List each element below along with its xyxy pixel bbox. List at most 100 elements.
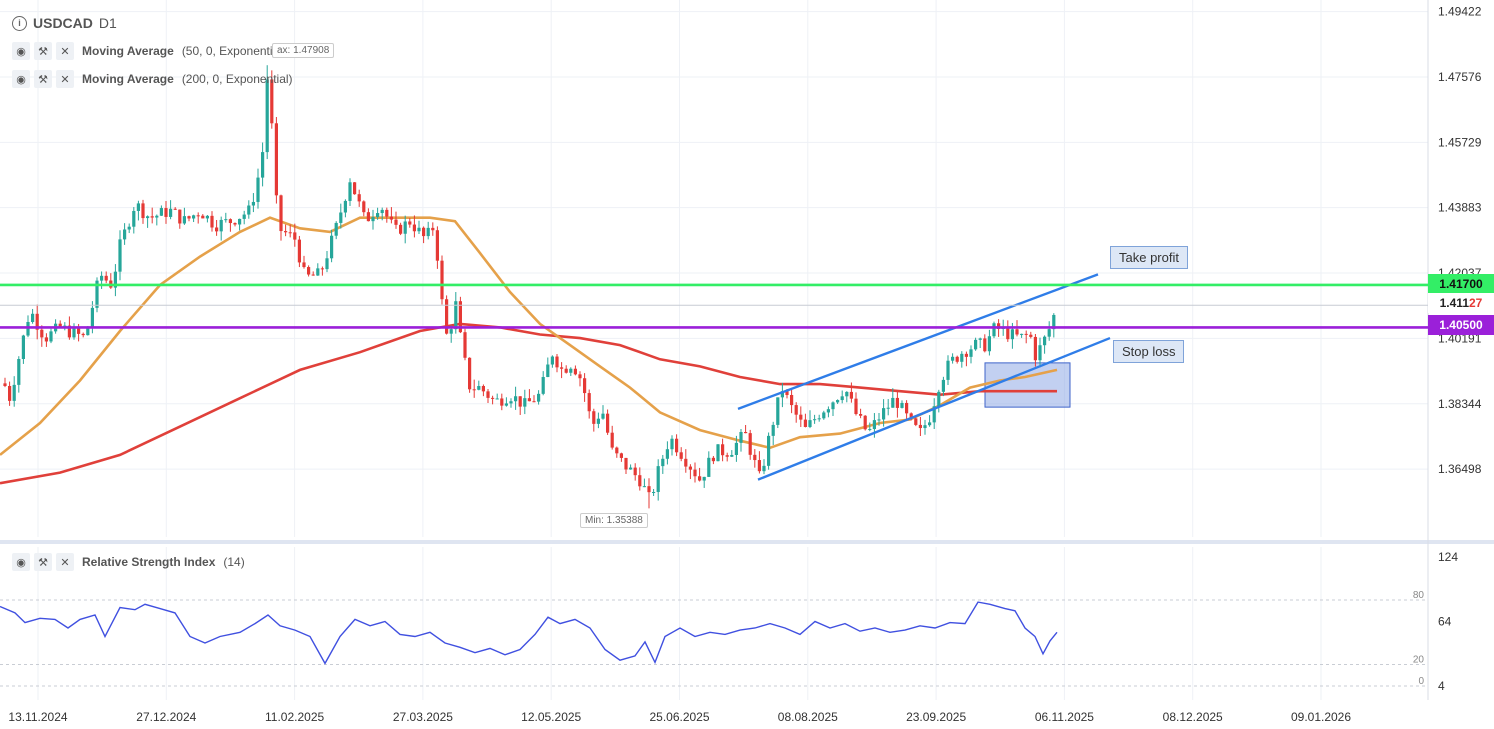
candle-body <box>353 182 357 195</box>
candle-body <box>785 391 789 395</box>
candle-body <box>136 203 140 211</box>
candle-body <box>173 208 177 210</box>
candle-body <box>711 457 715 462</box>
current-price-main: 1.411 <box>1439 296 1469 310</box>
candle-body <box>417 227 421 232</box>
rsi-axis-ticks: 124 64 4 80 20 0 <box>1413 550 1458 693</box>
candle-body <box>946 360 950 380</box>
candle-body <box>334 222 338 236</box>
rsi-tick-label: 64 <box>1438 615 1452 629</box>
candle-body <box>790 394 794 406</box>
candle-body <box>1024 333 1028 335</box>
candle-body <box>799 414 803 420</box>
candle-body <box>877 419 881 421</box>
indicator-row-rsi: ◉ ⚒ ✕ Relative Strength Index (14) <box>12 553 245 571</box>
channel-lower-line[interactable] <box>757 336 1111 481</box>
eye-icon[interactable]: ◉ <box>12 553 30 571</box>
close-icon[interactable]: ✕ <box>56 42 74 60</box>
candle-body <box>95 280 99 308</box>
candle-body <box>702 476 706 481</box>
candle-body <box>615 447 619 454</box>
candle-body <box>270 79 274 124</box>
price-tick-label: 1.45729 <box>1438 135 1482 149</box>
candle-body <box>670 438 674 450</box>
candle-body <box>35 313 39 330</box>
info-icon[interactable]: i <box>12 15 27 31</box>
candle-body <box>449 329 453 334</box>
candle-body <box>523 398 527 407</box>
candle-body <box>362 201 366 213</box>
candle-body <box>767 435 771 466</box>
candle-body <box>412 224 416 232</box>
rsi-guide-label: 80 <box>1413 590 1425 601</box>
time-tick-label: 08.08.2025 <box>778 710 838 724</box>
candle-body <box>302 262 306 268</box>
candle-body <box>905 402 909 414</box>
candle-body <box>716 444 720 462</box>
candle-body <box>997 323 1001 329</box>
take-profit-label[interactable]: Take profit <box>1110 246 1188 269</box>
main-grid <box>0 0 1428 537</box>
price-tick-label: 1.49422 <box>1438 5 1482 19</box>
candle-body <box>233 223 237 225</box>
eye-icon[interactable]: ◉ <box>12 42 30 60</box>
candle-body <box>403 221 407 234</box>
candle-body <box>316 268 320 276</box>
price-tick-label: 1.47576 <box>1438 70 1482 84</box>
price-axis-ticks: 1.494221.475761.457291.438831.420371.401… <box>1438 5 1482 476</box>
candle-body <box>757 460 761 472</box>
candle-body <box>652 491 656 493</box>
candle-body <box>12 384 16 401</box>
candle-body <box>587 393 591 412</box>
candle-body <box>325 258 329 270</box>
wrench-icon[interactable]: ⚒ <box>34 70 52 88</box>
candle-body <box>159 208 163 216</box>
time-tick-label: 27.03.2025 <box>393 710 453 724</box>
channel-upper-line[interactable] <box>737 273 1099 410</box>
indicator-params: (200, 0, Exponential) <box>181 72 293 86</box>
candle-body <box>514 396 518 402</box>
close-icon[interactable]: ✕ <box>56 553 74 571</box>
candle-body <box>978 338 982 340</box>
candle-body <box>744 431 748 434</box>
candle-body <box>90 307 94 327</box>
candle-body <box>753 454 757 461</box>
min-price-tooltip: Min: 1.35388 <box>580 513 648 528</box>
eye-icon[interactable]: ◉ <box>12 70 30 88</box>
candle-body <box>169 208 173 217</box>
candle-body <box>596 418 600 424</box>
candle-body <box>500 398 504 406</box>
candle-body <box>868 429 872 431</box>
candle-body <box>734 442 738 455</box>
candle-body <box>371 217 375 222</box>
candle-body <box>872 420 876 430</box>
time-tick-label: 27.12.2024 <box>136 710 196 724</box>
candle-body <box>675 438 679 453</box>
candle-body <box>1047 329 1051 337</box>
close-icon[interactable]: ✕ <box>56 70 74 88</box>
candle-body <box>256 177 260 202</box>
candle-body <box>228 219 232 224</box>
candle-body <box>822 412 826 419</box>
candle-body <box>895 397 899 408</box>
candle-body <box>219 219 223 232</box>
candle-body <box>693 469 697 477</box>
candle-body <box>882 408 886 420</box>
candle-body <box>610 432 614 448</box>
candle-body <box>891 397 895 408</box>
candle-body <box>247 205 251 215</box>
candle-body <box>642 486 646 488</box>
candle-body <box>196 215 200 217</box>
candle-body <box>909 413 913 419</box>
candle-body <box>343 200 347 213</box>
take-profit-price-tag: 1.41700 <box>1428 274 1494 294</box>
candle-body <box>780 391 784 398</box>
candle-body <box>491 397 495 399</box>
stop-loss-label[interactable]: Stop loss <box>1113 340 1185 363</box>
wrench-icon[interactable]: ⚒ <box>34 42 52 60</box>
candle-body <box>205 215 209 219</box>
candle-body <box>293 232 297 240</box>
candle-body <box>463 332 467 358</box>
wrench-icon[interactable]: ⚒ <box>34 553 52 571</box>
